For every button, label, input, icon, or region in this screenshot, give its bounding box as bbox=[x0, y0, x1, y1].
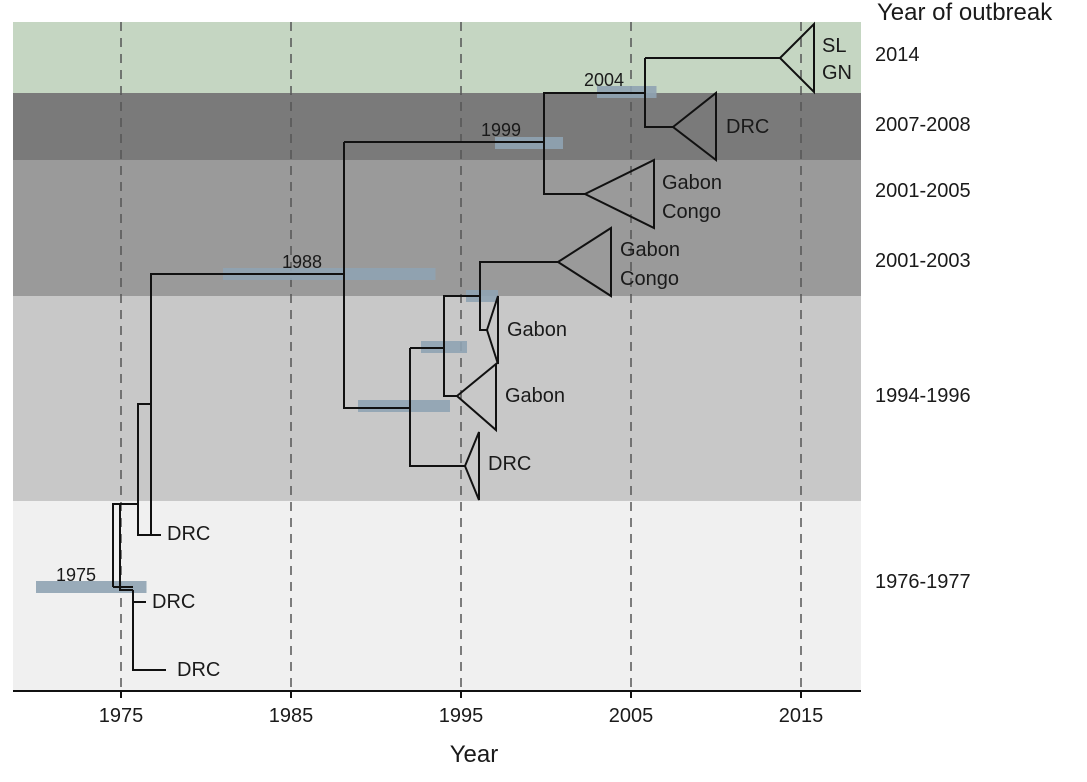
tree-branches bbox=[112, 57, 780, 671]
clade-sl-gn bbox=[778, 21, 815, 95]
node-label-1988: 1988 bbox=[282, 252, 322, 272]
clade-label-gabon-b: Gabon bbox=[505, 385, 565, 407]
clade-gabon-upper bbox=[485, 295, 499, 365]
band-label-1976-1977: 1976-1977 bbox=[875, 571, 971, 593]
tip-label-drc-2: DRC bbox=[152, 591, 195, 613]
collapsed-clades bbox=[455, 21, 815, 501]
branch-2004 bbox=[644, 57, 780, 128]
branch-root bbox=[112, 503, 133, 588]
x-tick-label-1985: 1985 bbox=[269, 705, 314, 727]
x-axis-title: Year bbox=[450, 741, 499, 768]
clade-drc-2007 bbox=[671, 90, 717, 163]
band-header: Year of outbreak bbox=[877, 0, 1053, 26]
band-label-1994-1996: 1994-1996 bbox=[875, 385, 971, 407]
band-2007-2008 bbox=[13, 93, 861, 160]
branch-gabon-group bbox=[409, 261, 558, 467]
node-label-1999: 1999 bbox=[481, 120, 521, 140]
tip-label-drc-3: DRC bbox=[177, 659, 220, 681]
branch-1988-stem bbox=[150, 273, 344, 535]
branch-upper-clade bbox=[120, 403, 161, 536]
ci-bar-internal-1 bbox=[466, 290, 498, 302]
clade-gabon-congo-upper bbox=[582, 158, 655, 230]
branch-1999 bbox=[344, 92, 645, 195]
tree-labels: 1975 1988 1999 2004 SL GN DRC Gabon Cong… bbox=[56, 0, 1053, 681]
band-2001-2003 bbox=[13, 228, 861, 296]
confidence-bars bbox=[36, 86, 657, 593]
band-label-2001-2005: 2001-2005 bbox=[875, 180, 971, 202]
clade-label-gn: GN bbox=[822, 62, 852, 84]
clade-label-gabon-lower-1: Gabon bbox=[620, 239, 680, 261]
clade-gabon-lower bbox=[455, 361, 497, 433]
band-label-2007-2008: 2007-2008 bbox=[875, 114, 971, 136]
x-axis: 1975 1985 1995 2005 2015 Year bbox=[13, 690, 861, 768]
clade-label-gabon-upper-1: Gabon bbox=[662, 172, 722, 194]
clade-label-gabon-a: Gabon bbox=[507, 319, 567, 341]
band-label-2001-2003: 2001-2003 bbox=[875, 250, 971, 272]
clade-label-sl: SL bbox=[822, 35, 846, 57]
clade-label-congo-lower-2: Congo bbox=[620, 268, 679, 290]
band-label-2014: 2014 bbox=[875, 44, 920, 66]
clade-label-drc-1995: DRC bbox=[488, 453, 531, 475]
x-axis-ticks: 1975 1985 1995 2005 2015 bbox=[99, 691, 824, 727]
clade-gabon-congo-lower bbox=[556, 226, 612, 298]
ci-bar-internal-3 bbox=[358, 400, 450, 412]
clade-label-congo-upper-2: Congo bbox=[662, 201, 721, 223]
ci-bar-1975 bbox=[36, 581, 147, 593]
band-1994-1996 bbox=[13, 296, 861, 501]
band-2001-2005 bbox=[13, 160, 861, 228]
branch-1988-split bbox=[343, 142, 410, 409]
x-tick-label-1995: 1995 bbox=[439, 705, 484, 727]
x-tick-label-2015: 2015 bbox=[779, 705, 824, 727]
clade-drc-1995 bbox=[463, 431, 480, 501]
clade-label-drc-2007: DRC bbox=[726, 116, 769, 138]
tip-label-drc-1: DRC bbox=[167, 523, 210, 545]
branch-1975-drc bbox=[119, 504, 133, 591]
x-tick-label-2005: 2005 bbox=[609, 705, 654, 727]
node-label-1975: 1975 bbox=[56, 565, 96, 585]
band-1976-1977 bbox=[13, 501, 861, 691]
branch-drc-lower bbox=[132, 590, 166, 671]
node-label-2004: 2004 bbox=[584, 70, 624, 90]
x-tick-label-1975: 1975 bbox=[99, 705, 144, 727]
